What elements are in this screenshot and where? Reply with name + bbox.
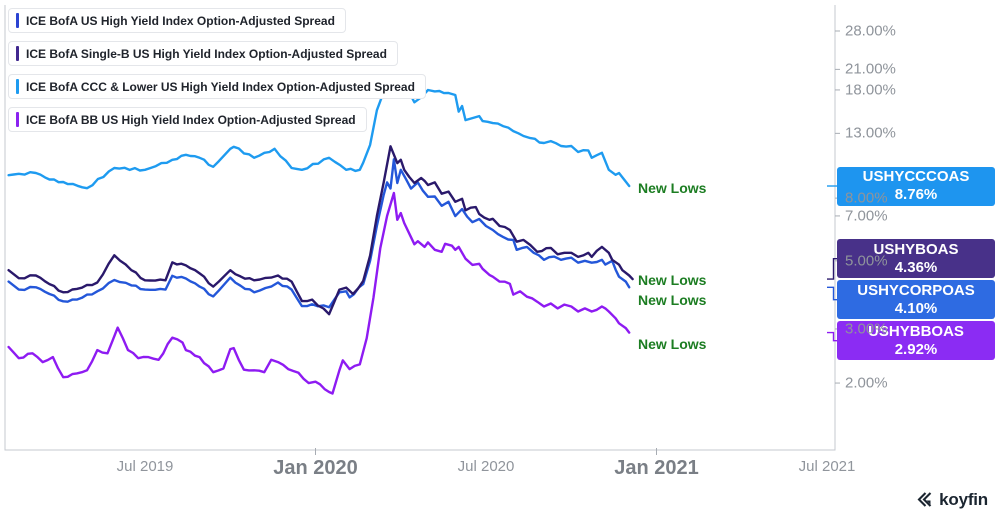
y-axis-tick-label: 13.00% <box>845 124 896 142</box>
legend-color-bar-icon <box>16 79 19 94</box>
badge-connector-USHYBOAS <box>827 257 837 280</box>
new-lows-annotation-USHYBBOAS: New Lows <box>638 335 707 352</box>
y-axis-tick-label: 3.00% <box>845 320 888 338</box>
badge-connector-USHYCORPOAS <box>827 286 837 301</box>
x-axis-tick-label: Jul 2021 <box>798 458 856 475</box>
koyfin-logo-text: koyfin <box>939 490 988 509</box>
badge-ticker: USHYBBOAS <box>868 322 964 340</box>
badge-value: 4.36% <box>894 258 938 276</box>
price-badge-USHYBBOAS: USHYBBOAS 2.92% <box>837 321 995 361</box>
series-line-USHYCORPOAS <box>7 158 631 309</box>
new-lows-annotation-USHYCORPOAS: New Lows <box>638 292 707 309</box>
legend-color-bar-icon <box>16 112 19 127</box>
x-axis-tick-label: Jan 2021 <box>614 457 699 479</box>
x-axis-tick-label: Jan 2020 <box>273 457 358 479</box>
legend-item-USHYBOAS[interactable]: ICE BofA Single-B US High Yield Index Op… <box>8 41 398 66</box>
badge-connector-USHYBBOAS <box>827 331 837 342</box>
koyfin-logo: koyfin <box>916 490 988 510</box>
y-axis-tick-label: 21.00% <box>845 60 896 78</box>
badge-value: 2.92% <box>894 340 938 358</box>
series-line-USHYCCCOAS <box>7 76 631 190</box>
new-lows-annotation-USHYCCCOAS: New Lows <box>638 180 707 196</box>
x-axis-tick-label: Jul 2019 <box>116 458 174 475</box>
y-axis-tick-label: 18.00% <box>845 81 896 99</box>
badge-ticker: USHYCCCOAS <box>862 168 970 185</box>
y-axis-tick-label: 5.00% <box>845 252 888 270</box>
series-line-USHYBBOAS <box>7 191 631 395</box>
y-axis-tick-label: 8.00% <box>845 189 888 207</box>
legend-item-label: ICE BofA BB US High Yield Index Option-A… <box>26 112 356 127</box>
legend-item-USHYCORPOAS[interactable]: ICE BofA US High Yield Index Option-Adju… <box>8 8 346 33</box>
price-badge-USHYBOAS: USHYBOAS 4.36% <box>837 239 995 279</box>
legend-item-label: ICE BofA Single-B US High Yield Index Op… <box>26 46 387 61</box>
plot-border <box>4 5 836 451</box>
y-axis-tick-label: 2.00% <box>845 374 888 392</box>
badge-ticker: USHYBOAS <box>873 240 959 258</box>
legend: ICE BofA US High Yield Index Option-Adju… <box>8 8 713 132</box>
legend-item-label: ICE BofA CCC & Lower US High Yield Index… <box>26 79 415 94</box>
legend-color-bar-icon <box>16 46 19 61</box>
price-badge-USHYCORPOAS: USHYCORPOAS 4.10% <box>837 280 995 320</box>
legend-item-USHYBBOAS[interactable]: ICE BofA BB US High Yield Index Option-A… <box>8 107 367 132</box>
legend-item-label: ICE BofA US High Yield Index Option-Adju… <box>26 13 335 28</box>
y-axis-tick-label: 7.00% <box>845 207 888 225</box>
badge-value: 4.10% <box>894 299 938 317</box>
x-axis-tick-label: Jul 2020 <box>457 458 515 475</box>
koyfin-logo-icon <box>917 492 932 507</box>
price-badge-USHYCCCOAS: USHYCCCOAS 8.76% <box>837 166 995 206</box>
y-axis-tick-label: 28.00% <box>845 22 896 40</box>
legend-item-USHYCCCOAS[interactable]: ICE BofA CCC & Lower US High Yield Index… <box>8 74 426 99</box>
legend-color-bar-icon <box>16 13 19 28</box>
badge-ticker: USHYCORPOAS <box>857 281 975 299</box>
series-line-USHYBOAS <box>7 145 634 316</box>
badge-value: 8.76% <box>894 186 938 203</box>
new-lows-annotation-USHYBOAS: New Lows <box>638 272 707 289</box>
